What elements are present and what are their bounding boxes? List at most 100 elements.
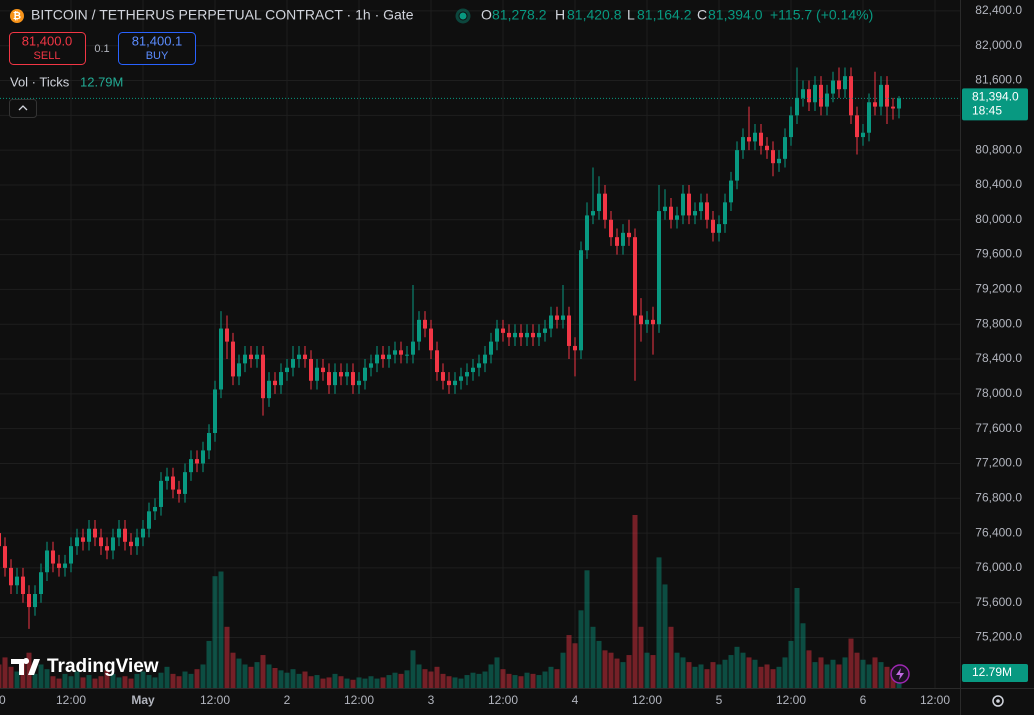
candle-body: [567, 315, 571, 346]
volume-bar: [284, 672, 290, 688]
y-tick-label: 77,200.0: [975, 456, 1022, 470]
candle-body: [285, 367, 289, 373]
settings-button[interactable]: [992, 695, 1004, 707]
candle-body: [615, 237, 619, 246]
candle-body: [885, 84, 889, 107]
volume-bar: [794, 587, 800, 688]
y-tick-label: 77,600.0: [975, 421, 1022, 435]
candle-body: [255, 354, 259, 360]
volume-bar: [602, 650, 608, 688]
candle-body: [141, 528, 145, 538]
volume-bar: [698, 664, 704, 688]
volume-bar: [530, 673, 536, 688]
candle-body: [861, 132, 865, 138]
volume-bar: [0, 664, 2, 688]
candle-body: [687, 193, 691, 216]
buy-label[interactable]: BUY: [146, 50, 169, 62]
candle-body: [609, 219, 613, 238]
volume-bar: [668, 626, 674, 688]
sell-price[interactable]: 81,400.0: [22, 33, 73, 48]
candle-body: [753, 132, 757, 142]
btc-icon: [10, 9, 24, 23]
volume-bar: [188, 673, 194, 688]
volume-bar: [770, 669, 776, 688]
ohlc-value: 81,394.0: [708, 7, 763, 23]
volume-bar: [596, 640, 602, 688]
candle-body: [321, 367, 325, 373]
volume-bar: [140, 671, 146, 688]
sell-button[interactable]: [9, 32, 86, 65]
volume-bar: [14, 671, 20, 688]
candle-body: [537, 332, 541, 338]
x-tick-label: 2: [284, 693, 291, 707]
volume-bar: [110, 673, 116, 688]
ohlc-key: O: [481, 7, 492, 23]
candle-body: [189, 459, 193, 473]
candle-body: [27, 594, 31, 608]
volume-bar: [848, 638, 854, 688]
volume-bar: [152, 677, 158, 688]
candle-body: [501, 328, 505, 333]
candle-body: [435, 350, 439, 373]
candle-body: [345, 372, 349, 377]
buy-button[interactable]: [118, 32, 196, 65]
candle-body: [441, 372, 445, 381]
candle-body: [465, 372, 469, 377]
y-tick-label: 80,800.0: [975, 142, 1022, 156]
volume-bar: [224, 626, 230, 688]
volume-bar: [86, 675, 92, 688]
candle-body: [225, 328, 229, 342]
volume-bar: [590, 626, 596, 688]
volume-bar: [824, 664, 830, 688]
candle-body: [57, 563, 61, 568]
candle-body: [735, 150, 739, 181]
candle-body: [3, 546, 7, 568]
candle-body: [897, 98, 901, 109]
volume-bar: [362, 678, 368, 688]
candle-body: [579, 250, 583, 351]
candle-body: [471, 367, 475, 373]
volume-bar: [182, 671, 188, 688]
volume-bar: [758, 666, 764, 688]
logo-mark: [11, 658, 40, 675]
candle-body: [309, 359, 313, 381]
candle-body: [831, 80, 835, 94]
candle-body: [603, 193, 607, 220]
x-tick-label: May: [131, 693, 155, 707]
lightning-icon[interactable]: [896, 668, 904, 680]
volume-bar: [8, 666, 14, 688]
volume-bar: [428, 671, 434, 688]
volume-bar: [272, 667, 278, 688]
settings-dot[interactable]: [996, 699, 1000, 703]
candle-body: [891, 106, 895, 109]
ohlc-value: 81,278.2: [492, 7, 547, 23]
candle-body: [105, 546, 109, 551]
candle-body: [387, 354, 391, 360]
volume-bar: [722, 659, 728, 688]
candle-body: [819, 84, 823, 107]
volume-bar: [704, 669, 710, 688]
candle-body: [333, 372, 337, 386]
candle-body: [243, 354, 247, 364]
sell-label[interactable]: SELL: [34, 50, 61, 62]
candle-body: [39, 572, 43, 595]
volume-bar: [842, 657, 848, 688]
volume-bar: [818, 657, 824, 688]
candle-body: [621, 232, 625, 246]
candle-body: [249, 354, 253, 360]
volume-bar: [650, 655, 656, 688]
candle-body: [765, 145, 769, 151]
candle-body: [447, 380, 451, 386]
volume-bar: [338, 676, 344, 688]
volume-bar: [374, 678, 380, 688]
candle-body: [759, 132, 763, 146]
collapse-button[interactable]: [9, 99, 37, 118]
candle-body: [327, 372, 331, 386]
candle-body: [669, 206, 673, 220]
candle-body: [645, 319, 649, 325]
quantity[interactable]: 0.1: [94, 43, 109, 55]
buy-price[interactable]: 81,400.1: [132, 33, 183, 48]
volume-bar: [464, 675, 470, 688]
collapse-chevron[interactable]: [18, 105, 28, 111]
